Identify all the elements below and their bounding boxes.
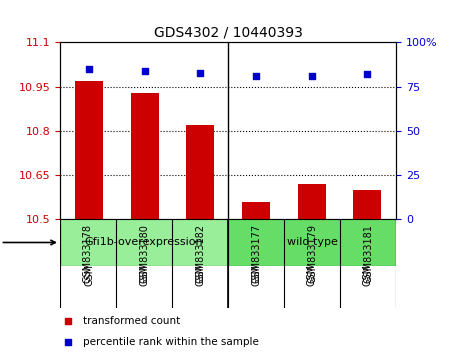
Bar: [187, 125, 214, 219]
FancyBboxPatch shape: [228, 219, 396, 266]
Text: GSM833179: GSM833179: [307, 224, 317, 283]
Text: Gfi1b-overexpression: Gfi1b-overexpression: [85, 238, 203, 247]
FancyBboxPatch shape: [60, 219, 228, 266]
Bar: [353, 190, 381, 219]
Text: percentile rank within the sample: percentile rank within the sample: [83, 337, 260, 347]
Text: transformed count: transformed count: [83, 316, 181, 326]
Text: wild type: wild type: [287, 238, 338, 247]
Title: GDS4302 / 10440393: GDS4302 / 10440393: [154, 26, 302, 40]
Text: GSM833181: GSM833181: [363, 224, 373, 283]
Point: [252, 73, 260, 79]
Text: GSM833182: GSM833182: [195, 224, 205, 283]
Bar: [242, 202, 270, 219]
Bar: [298, 184, 325, 219]
Point: [324, 56, 331, 62]
Text: GSM833177: GSM833177: [251, 224, 261, 283]
Text: GSM833180: GSM833180: [139, 224, 149, 283]
Point: [141, 68, 148, 74]
Bar: [75, 81, 103, 219]
Point: [85, 66, 93, 72]
Bar: [131, 93, 159, 219]
Text: GSM833178: GSM833178: [83, 224, 93, 283]
Point: [324, 249, 331, 255]
Text: genotype/variation: genotype/variation: [0, 238, 55, 247]
Point: [308, 73, 315, 79]
Point: [364, 72, 371, 77]
Point: [197, 70, 204, 75]
